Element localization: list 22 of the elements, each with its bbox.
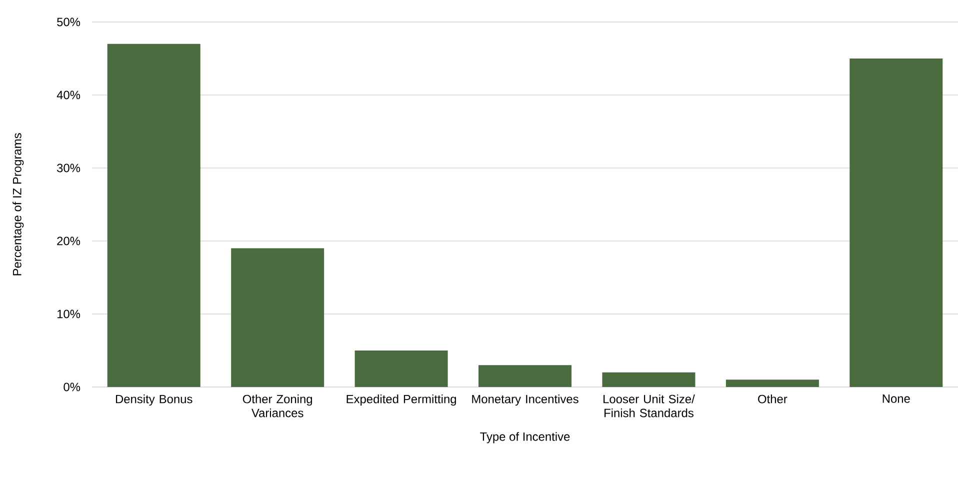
bar — [107, 44, 200, 387]
x-tick-label: Looser Unit Size/ Finish Standards — [604, 394, 695, 418]
x-tick-label: Expedited Permitting — [346, 394, 456, 406]
x-axis-title: Type of Incentive — [480, 432, 570, 444]
bar — [478, 365, 572, 387]
y-axis-title: Percentage of IZ Programs — [12, 133, 24, 276]
x-tick-label: Density Bonus — [116, 394, 192, 406]
bar — [850, 58, 943, 387]
y-tick-label: 0% — [64, 382, 80, 392]
x-tick-label: None — [882, 394, 910, 403]
y-tick-label: 30% — [57, 164, 80, 172]
bar — [602, 372, 696, 387]
x-tick-label: Other Zoning Variances — [242, 394, 312, 418]
y-tick-label: 40% — [56, 90, 80, 100]
bar — [354, 350, 448, 387]
y-tick-label: 50% — [57, 18, 80, 26]
y-tick-label: 20% — [57, 236, 80, 246]
bar — [726, 380, 819, 387]
y-tick-label: 10% — [57, 310, 80, 318]
bar — [231, 248, 324, 387]
x-tick-label: Other — [758, 394, 788, 404]
x-tick-label: Monetary Incentives — [472, 394, 578, 406]
